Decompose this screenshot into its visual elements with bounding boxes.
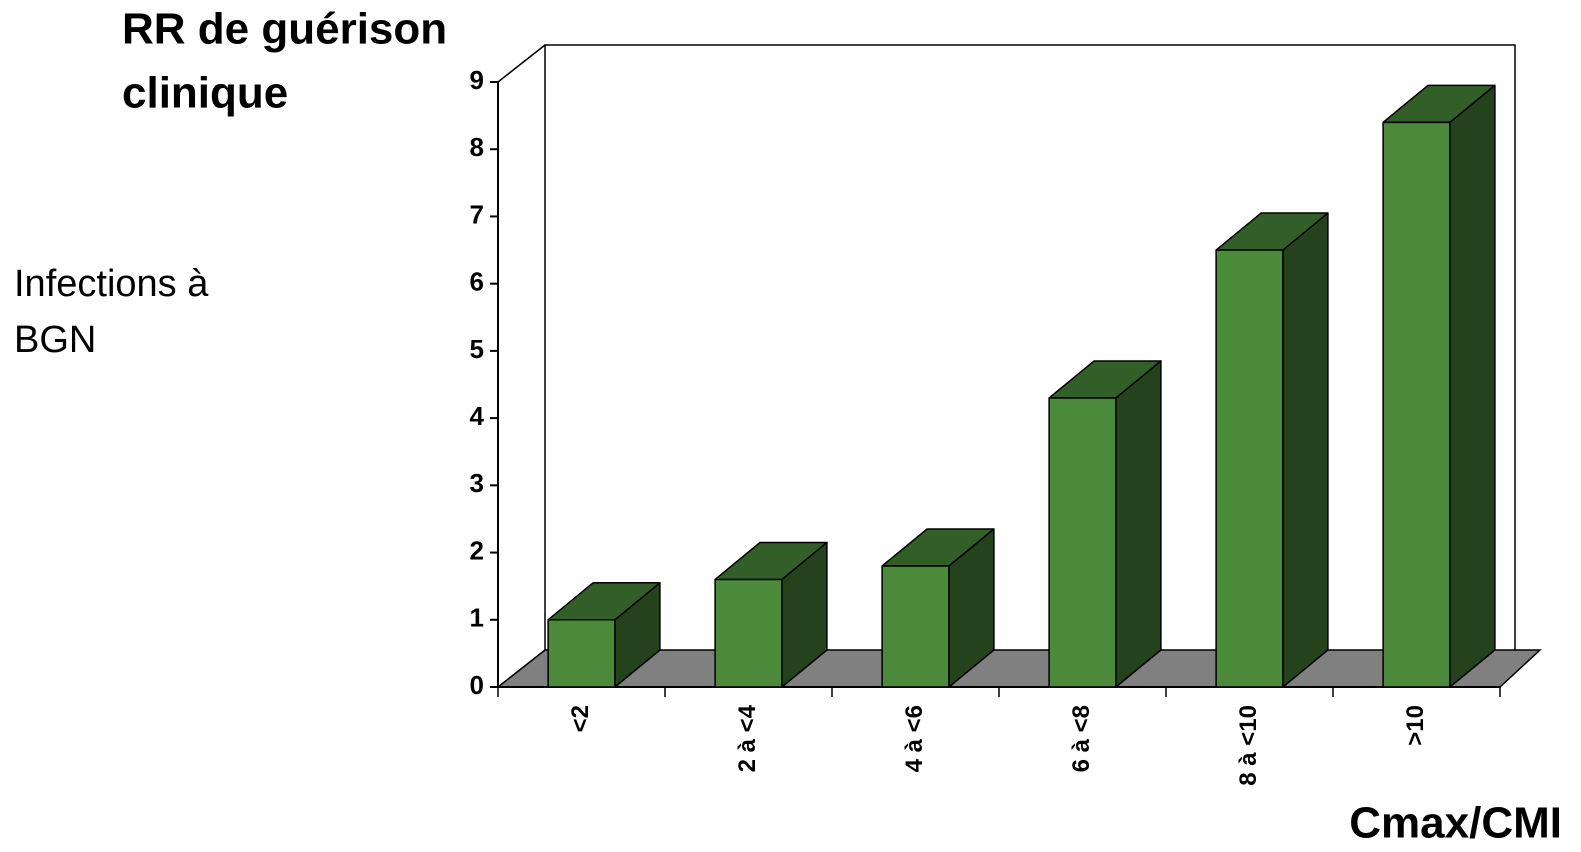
x-tick-label: <2 <box>567 705 594 732</box>
y-tick-label: 5 <box>470 334 484 364</box>
bar <box>714 541 828 688</box>
bar <box>881 528 995 688</box>
annotation: BGN <box>14 319 96 361</box>
y-tick-label: 6 <box>470 267 484 297</box>
axis-edge <box>497 44 546 83</box>
y-tick-label: 4 <box>470 401 485 431</box>
y-tick-label: 1 <box>470 603 484 633</box>
x-tick-label: 2 à <4 <box>734 704 761 772</box>
x-tick-label: >10 <box>1402 705 1429 746</box>
bar <box>547 582 661 688</box>
y-tick-label: 9 <box>470 65 484 95</box>
y-tick-label: 0 <box>470 670 484 700</box>
x-axis-label: Cmax/CMI <box>1349 799 1562 848</box>
bar-side <box>1282 212 1329 688</box>
bar-front <box>714 578 783 688</box>
y-tick-label: 2 <box>470 535 484 565</box>
bar-front <box>1215 249 1284 688</box>
y-tick-label: 7 <box>470 199 484 229</box>
bar <box>1215 212 1329 688</box>
bar-side <box>1115 360 1162 688</box>
x-tick-label: 6 à <8 <box>1068 705 1095 772</box>
back-wall <box>544 44 1516 650</box>
y-tick-label: 8 <box>470 132 484 162</box>
bar-front <box>881 565 950 688</box>
bar-side <box>1449 84 1496 688</box>
annotation: Infections à <box>14 263 209 305</box>
x-tick-label: 4 à <6 <box>901 705 928 772</box>
y-axis-label: RR de guérison <box>122 5 447 54</box>
x-tick-label: 8 à <10 <box>1235 705 1262 786</box>
bar-front <box>547 619 616 688</box>
bar-front <box>1048 397 1117 688</box>
bar <box>1048 360 1162 688</box>
y-axis-label: clinique <box>122 69 288 118</box>
bar-front <box>1382 121 1451 688</box>
y-tick-label: 3 <box>470 468 484 498</box>
bar <box>1382 84 1496 688</box>
